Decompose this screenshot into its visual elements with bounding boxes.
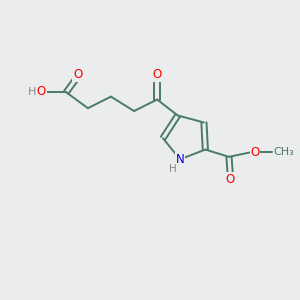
Text: H: H xyxy=(169,164,177,174)
Text: O: O xyxy=(250,146,260,159)
Text: O: O xyxy=(37,85,46,98)
Text: O: O xyxy=(73,68,83,82)
Text: O: O xyxy=(152,68,162,82)
Text: N: N xyxy=(176,153,184,166)
Text: CH₃: CH₃ xyxy=(274,148,295,158)
Text: O: O xyxy=(226,173,235,186)
Text: H: H xyxy=(27,87,36,97)
